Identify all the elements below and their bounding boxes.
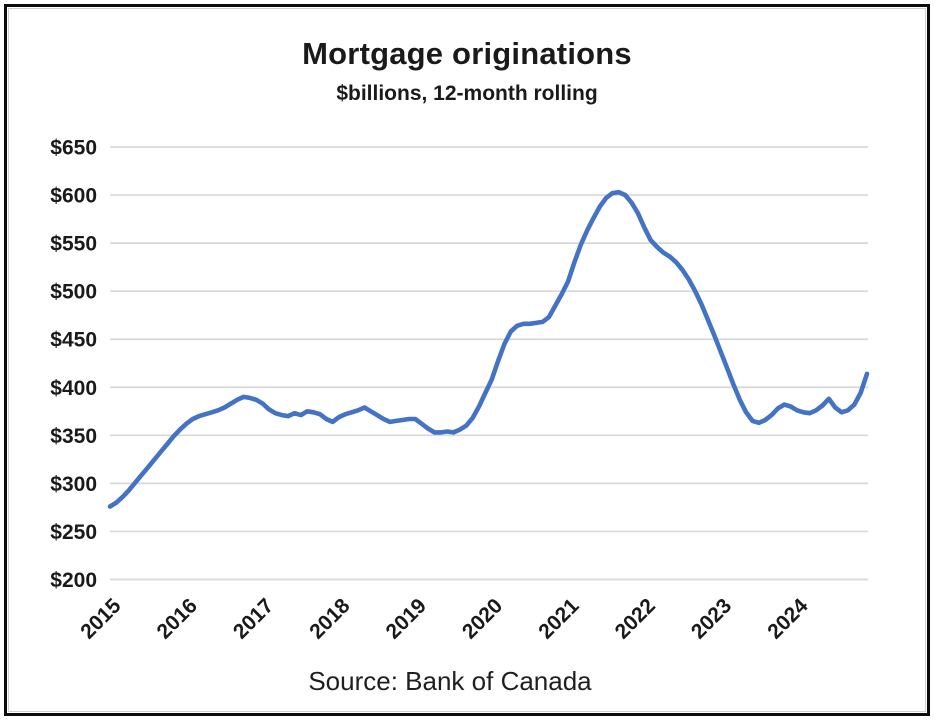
x-axis-tick-label: 2018 (305, 594, 355, 644)
source-caption: Source: Bank of Canada (308, 666, 592, 696)
x-axis-tick-label: 2015 (76, 594, 126, 644)
chart-title: Mortgage originations (302, 36, 632, 71)
y-axis-tick-label: $250 (50, 521, 97, 544)
chart-subtitle: $billions, 12-month rolling (336, 82, 598, 105)
y-axis-tick-label: $500 (50, 281, 97, 304)
x-axis-tick-label: 2022 (611, 594, 660, 643)
figure-inner-border (8, 8, 926, 712)
y-axis-tick-label: $400 (50, 377, 97, 400)
x-axis-tick-label: 2024 (763, 594, 813, 644)
y-axis-tick-label: $650 (50, 137, 97, 160)
y-axis-tick-label: $200 (50, 569, 97, 592)
x-axis-tick-label: 2023 (687, 594, 736, 643)
x-axis-tick-label: 2021 (534, 594, 584, 644)
y-axis-tick-label: $450 (50, 329, 97, 352)
y-axis-tick-label: $550 (50, 233, 97, 256)
figure-border (4, 4, 930, 716)
x-axis-tick-label: 2020 (458, 594, 507, 643)
data-series-line (107, 189, 870, 509)
x-axis-tick-label: 2016 (153, 594, 202, 643)
y-axis-tick-label: $300 (50, 473, 97, 496)
y-axis-tick-label: $600 (50, 185, 97, 208)
y-axis-tick-label: $350 (50, 425, 97, 448)
x-axis-tick-label: 2019 (382, 594, 431, 643)
x-axis-tick-label: 2017 (229, 594, 278, 643)
